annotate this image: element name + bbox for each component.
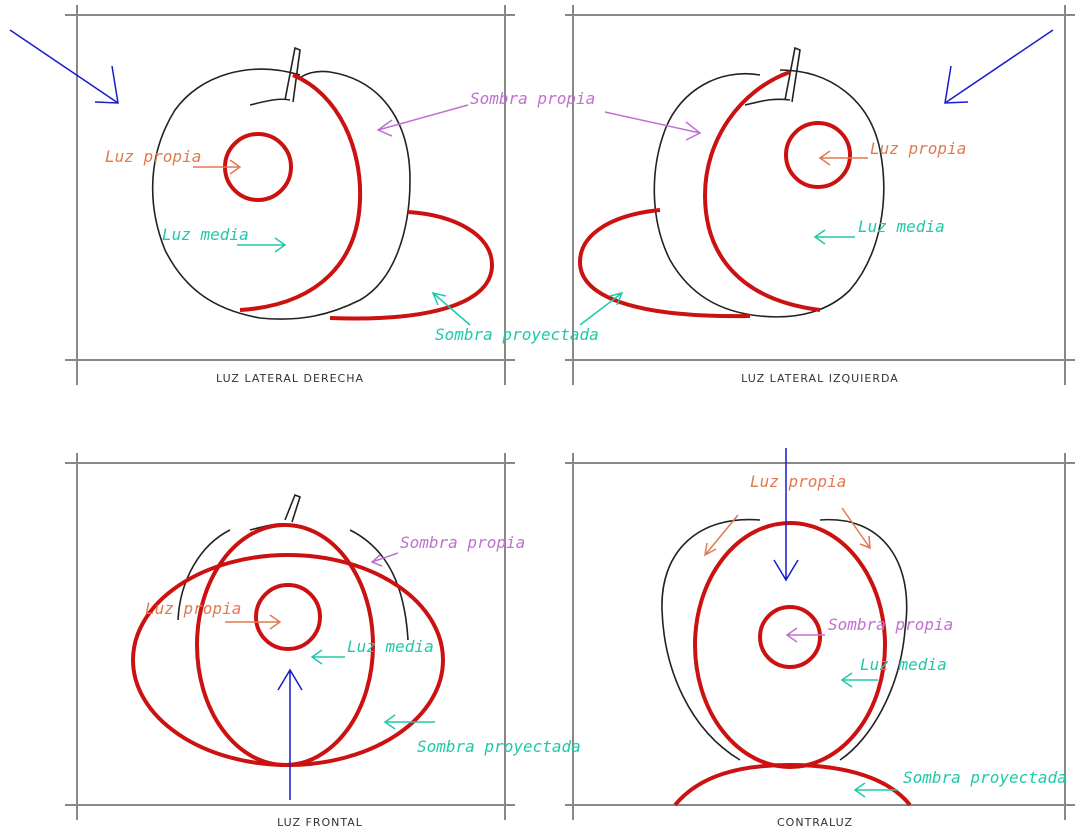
label: Luz propia [750, 472, 846, 491]
label: Luz propia [145, 599, 241, 618]
frames [65, 5, 1075, 820]
label: Sombra propia [400, 533, 525, 552]
label: Luz media [860, 655, 947, 674]
apple-backlight [661, 448, 912, 807]
caption: LUZ FRONTAL [277, 816, 363, 829]
apple-right-light [151, 46, 495, 321]
label: Sombra propia [828, 615, 953, 634]
label: Luz propia [870, 139, 966, 158]
label: Luz media [858, 217, 945, 236]
apple-left-light [577, 46, 885, 319]
label: Luz media [162, 225, 249, 244]
label: Luz media [347, 637, 434, 656]
label: Sombra proyectada [417, 737, 581, 756]
label: Sombra proyectada [435, 325, 599, 344]
arrows [9, 29, 1054, 798]
caption: CONTRALUZ [777, 816, 853, 829]
caption: LUZ LATERAL IZQUIERDA [741, 372, 899, 385]
label: Luz propia [105, 147, 201, 166]
label: Sombra propia [470, 89, 595, 108]
apple-front-light [131, 493, 445, 800]
label: Sombra proyectada [903, 768, 1067, 787]
caption: LUZ LATERAL DERECHA [216, 372, 364, 385]
